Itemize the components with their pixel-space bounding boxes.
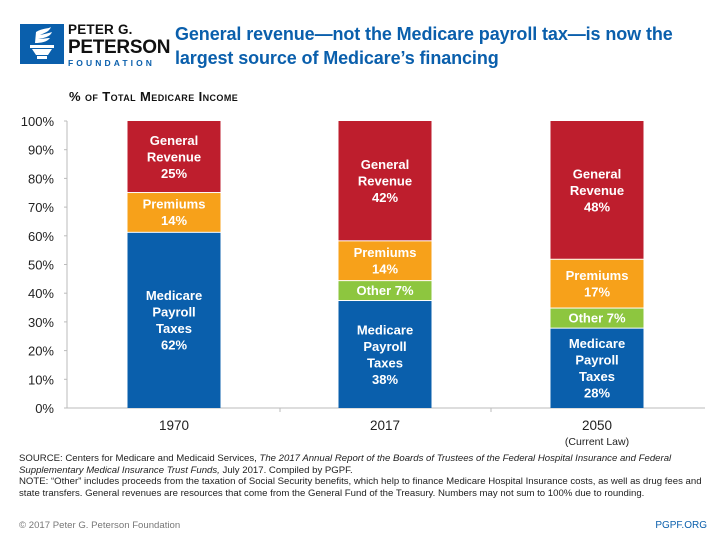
bar-label-payroll: Medicare Payroll Taxes 62%: [146, 288, 202, 353]
torch-icon: [20, 24, 64, 64]
torch-icon-glyph: [30, 27, 54, 59]
bar-segment-premiums: [550, 259, 644, 308]
bar-segment-payroll: [550, 328, 644, 408]
bar-label-other: Other 7%: [568, 311, 626, 326]
bar-segment-premiums: [338, 241, 432, 281]
y-tick-label: 80%: [28, 171, 54, 186]
page-title: General revenue—not the Medicare payroll…: [175, 24, 673, 68]
y-tick-label: 50%: [28, 258, 54, 273]
y-tick-label: 40%: [28, 286, 54, 301]
bar-segment-payroll: [127, 232, 221, 408]
source-suffix: July 2017. Compiled by PGPF.: [219, 464, 353, 476]
bar-label-general_revenue: General Revenue 42%: [358, 157, 412, 205]
bar-label-payroll: Medicare Payroll Taxes 28%: [569, 336, 625, 401]
x-tick-label: 2050: [582, 418, 612, 433]
x-tick-sublabel: (Current Law): [565, 436, 629, 448]
bar-segment-premiums: [127, 193, 221, 232]
source-note: SOURCE: Centers for Medicare and Medicai…: [19, 453, 709, 476]
bar-segment-other: [338, 281, 432, 301]
site-link[interactable]: PGPF.ORG: [655, 520, 707, 531]
bar-layer: [127, 121, 644, 408]
org-line1: PETER G.: [68, 22, 133, 37]
y-tick-label: 90%: [28, 143, 54, 158]
bar-label-general_revenue: General Revenue 25%: [147, 133, 201, 181]
bar-label-premiums: Premiums 14%: [354, 245, 417, 277]
copyright: © 2017 Peter G. Peterson Foundation: [19, 520, 181, 531]
y-tick-label: 20%: [28, 344, 54, 359]
x-tick-label: 2017: [370, 418, 400, 433]
source-prefix: SOURCE: Centers for Medicare and Medicai…: [19, 453, 260, 464]
label-layer: Medicare Payroll Taxes 62% Premiums 14% Genera…: [143, 133, 629, 401]
bar-segment-general_revenue: [338, 121, 432, 241]
y-tick-label: 100%: [21, 114, 55, 129]
bar-label-other: Other 7%: [356, 283, 414, 298]
bar-label-premiums: Premiums 17%: [566, 268, 629, 300]
y-tick-label: 10%: [28, 372, 54, 387]
bar-segment-other: [550, 308, 644, 328]
chart-title: % of Total Medicare Income: [69, 89, 239, 104]
org-line2: PETERSON: [68, 36, 171, 58]
source-title: The 2017 Annual Report of the Boards of …: [19, 453, 672, 476]
org-name: PETER G. PETERSON FOUNDATION: [68, 23, 170, 67]
org-line3: FOUNDATION: [68, 57, 156, 68]
note-text: NOTE: “Other” includes proceeds from the…: [19, 476, 702, 499]
bar-label-general_revenue: General Revenue 48%: [570, 166, 624, 214]
bar-label-payroll: Medicare Payroll Taxes 38%: [357, 322, 413, 387]
y-tick-label: 0%: [35, 401, 54, 416]
footnote: SOURCE: Centers for Medicare and Medicai…: [19, 453, 709, 499]
bar-label-premiums: Premiums 14%: [143, 197, 206, 229]
y-tick-label: 70%: [28, 200, 54, 215]
x-tick-label: 1970: [159, 418, 189, 433]
y-tick-label: 30%: [28, 315, 54, 330]
bar-segment-general_revenue: [550, 121, 644, 259]
bar-segment-general_revenue: [127, 121, 221, 193]
bar-segment-payroll: [338, 301, 432, 408]
y-tick-label: 60%: [28, 229, 54, 244]
